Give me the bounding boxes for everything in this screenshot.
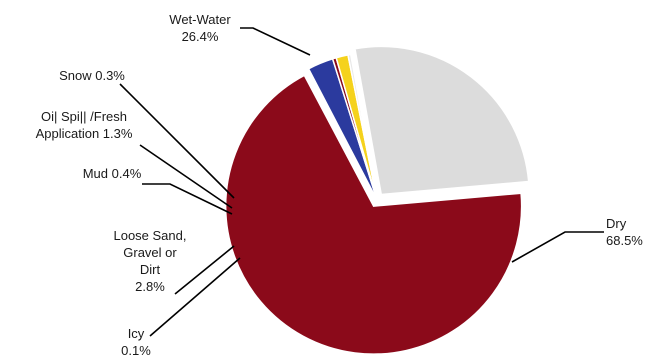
slice-label-line: Dry — [606, 216, 627, 231]
leader-line — [240, 27, 311, 56]
slice-labels: Dry 68.5% Icy 0.1% Loose Sand, Gravel or Dirt 2… — [36, 12, 644, 358]
leader-line — [174, 245, 235, 295]
slice-label-line: Snow 0.3% — [59, 68, 125, 83]
slice-label: Wet-Water 26.4% — [169, 12, 231, 44]
leader-line — [119, 83, 235, 199]
slice-label: Icy 0.1% — [121, 326, 151, 358]
pie-slice-dry — [224, 74, 523, 355]
slice-label-line: 26.4% — [182, 29, 219, 44]
slice-label-line: 2.8% — [135, 279, 165, 294]
slice-label: Loose Sand, Gravel or Dirt 2.8% — [113, 228, 186, 294]
slice-label: Snow 0.3% — [59, 68, 125, 83]
slice-label-line: Loose Sand, — [113, 228, 186, 243]
leader-line — [142, 183, 233, 215]
slice-label-line: 68.5% — [606, 233, 643, 248]
slice-label: Oi| Spi|| /Fresh Application 1.3% — [36, 109, 133, 141]
slice-label: Dry 68.5% — [606, 216, 643, 248]
slice-label: Mud 0.4% — [83, 166, 142, 181]
slice-label-line: Mud 0.4% — [83, 166, 142, 181]
leader-line — [139, 144, 233, 209]
slice-label-line: Application 1.3% — [36, 126, 133, 141]
leader-line — [511, 231, 604, 263]
slice-label-line: Wet-Water — [169, 12, 231, 27]
leader-line — [149, 257, 241, 337]
leader-lines — [119, 27, 604, 337]
slice-label-line: 0.1% — [121, 343, 151, 358]
pie-slices — [224, 45, 530, 355]
slice-label-line: Dirt — [140, 262, 161, 277]
slice-label-line: Oi| Spi|| /Fresh — [41, 109, 127, 124]
pie-slice-snow — [347, 53, 378, 201]
slice-label-line: Gravel or — [123, 245, 177, 260]
slice-label-line: Icy — [128, 326, 145, 341]
pie-slice-wet-water — [354, 45, 530, 196]
